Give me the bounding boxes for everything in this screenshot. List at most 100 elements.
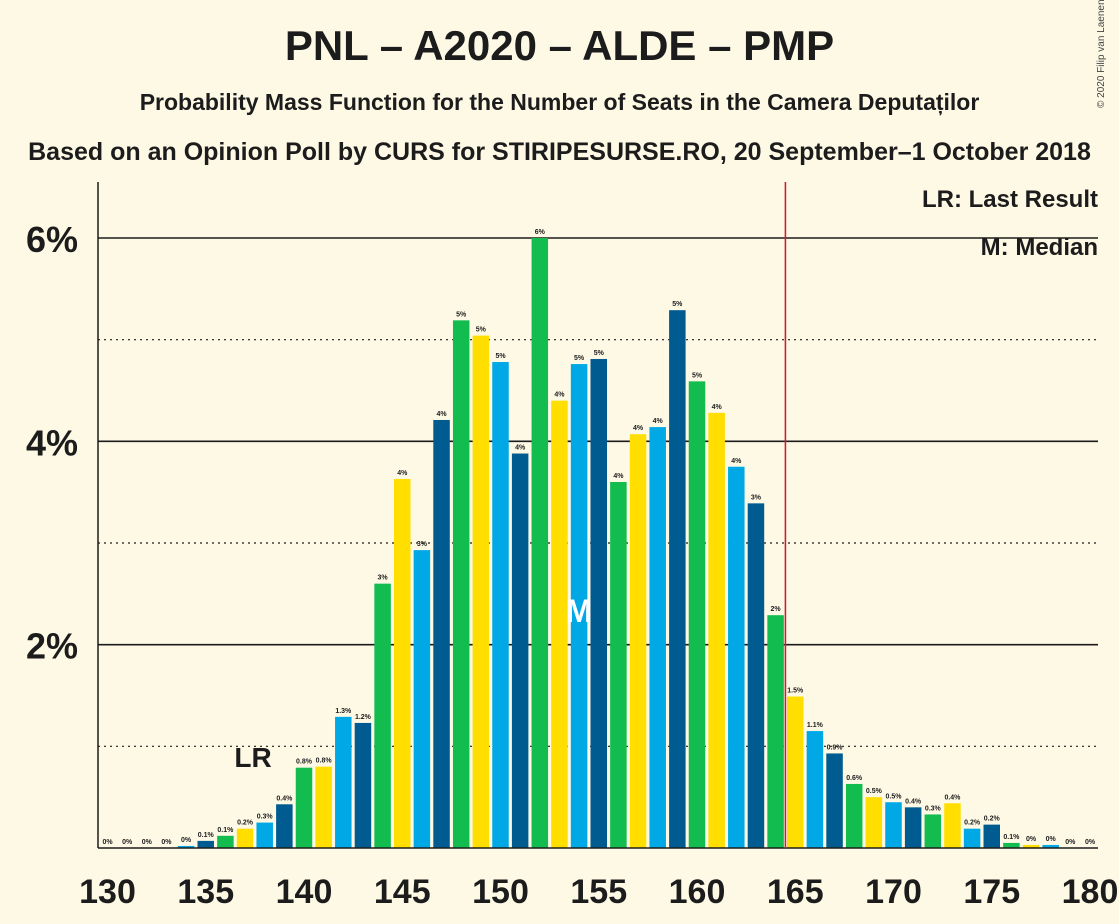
- bar-seat-143: [354, 722, 372, 848]
- bar-seat-166: [806, 731, 824, 848]
- bar-value-label: 0.4%: [905, 798, 922, 805]
- bar-seat-146: [413, 550, 431, 848]
- bar-value-label: 0.1%: [217, 827, 234, 834]
- bar-seat-177: [1022, 844, 1040, 848]
- bar-seat-153: [551, 400, 568, 848]
- bar-value-label: 0%: [142, 839, 153, 846]
- bar-value-label: 0%: [1065, 839, 1076, 846]
- bar-seat-148: [452, 320, 470, 849]
- bar-seat-176: [1003, 842, 1020, 848]
- bar-value-label: 0%: [122, 839, 133, 846]
- chart-subtitle: Probability Mass Function for the Number…: [139, 89, 980, 115]
- bar-value-label: 0%: [1085, 839, 1096, 846]
- bar-seat-154: [570, 364, 588, 848]
- bar-value-label: 4%: [554, 392, 565, 399]
- bar-seat-150: [492, 362, 509, 848]
- bar-seat-139: [276, 804, 293, 848]
- bar-seat-144: [374, 583, 391, 848]
- bar-seat-157: [629, 434, 647, 848]
- bar-seat-164: [767, 615, 784, 848]
- bar-value-label: 0.5%: [866, 788, 883, 795]
- bar-value-label: 1.3%: [335, 708, 352, 715]
- bar-seat-152: [531, 238, 549, 848]
- bar-value-label: 2%: [771, 606, 782, 613]
- median-marker: M: [566, 593, 593, 629]
- x-tick-label: 165: [767, 873, 824, 911]
- x-tick-label: 130: [79, 873, 136, 911]
- bar-value-label: 3%: [417, 541, 428, 548]
- bar-seat-158: [649, 427, 666, 848]
- x-tick-label: 180: [1062, 873, 1119, 911]
- bar-value-label: 5%: [594, 350, 605, 357]
- x-tick-label: 160: [669, 873, 726, 911]
- bar-seat-163: [747, 503, 765, 848]
- bar-seat-167: [826, 753, 843, 848]
- bar-value-label: 4%: [515, 445, 526, 452]
- bar-value-label: 3%: [378, 575, 389, 582]
- bar-value-label: 4%: [712, 404, 723, 411]
- bar-value-label: 0.1%: [198, 832, 215, 839]
- bar-value-label: 4%: [436, 411, 447, 418]
- bar-seat-135: [197, 840, 214, 848]
- bar-seat-149: [472, 335, 490, 849]
- bar-value-label: 4%: [397, 470, 408, 477]
- y-tick-label: 6%: [26, 219, 78, 260]
- bar-value-label: 5%: [456, 311, 467, 318]
- x-tick-label: 140: [276, 873, 333, 911]
- bar-value-label: 0.1%: [1003, 834, 1020, 841]
- bar-seat-134: [177, 845, 195, 848]
- bar-value-label: 0.4%: [276, 795, 293, 802]
- bar-seat-170: [885, 802, 902, 848]
- bar-seat-142: [335, 716, 352, 848]
- bar-seat-161: [708, 412, 725, 848]
- x-tick-label: 155: [570, 873, 627, 911]
- x-tick-label: 150: [472, 873, 529, 911]
- chart-source: Based on an Opinion Poll by CURS for STI…: [28, 138, 1091, 166]
- bar-value-label: 0.8%: [316, 758, 333, 765]
- bar-value-label: 5%: [476, 327, 487, 334]
- bar-seat-173: [944, 803, 961, 848]
- x-tick-label: 170: [865, 873, 922, 911]
- last-result-marker: LR: [234, 742, 271, 773]
- bar-seat-155: [590, 358, 607, 848]
- x-tick-label: 175: [963, 873, 1020, 911]
- bar-value-label: 0%: [181, 837, 192, 844]
- bar-seat-156: [610, 482, 627, 848]
- bar-seat-162: [728, 466, 745, 848]
- bar-value-label: 0.8%: [296, 759, 313, 766]
- bar-value-label: 5%: [574, 355, 585, 362]
- bar-value-label: 4%: [633, 425, 644, 432]
- bar-seat-171: [904, 807, 922, 848]
- bar-seat-145: [394, 478, 411, 848]
- bar-value-label: 6%: [535, 229, 546, 236]
- x-tick-label: 145: [374, 873, 431, 911]
- bar-seat-141: [315, 766, 332, 848]
- bar-seat-178: [1042, 844, 1059, 848]
- bar-value-label: 1.5%: [787, 688, 804, 695]
- x-tick-label: 135: [177, 873, 234, 911]
- bar-seat-136: [217, 835, 234, 848]
- y-tick-label: 4%: [26, 422, 78, 463]
- bar-value-label: 0%: [102, 839, 113, 846]
- bar-value-label: 0.2%: [964, 820, 981, 827]
- bar-seat-147: [433, 419, 450, 848]
- bar-value-label: 5%: [692, 372, 703, 379]
- bar-value-label: 1.1%: [807, 722, 824, 729]
- y-tick-label: 2%: [26, 626, 78, 667]
- bar-value-label: 5%: [495, 353, 506, 360]
- bar-value-label: 4%: [653, 418, 664, 425]
- bar-value-label: 0.9%: [827, 744, 844, 751]
- bar-seat-138: [256, 822, 273, 848]
- bar-value-label: 5%: [672, 301, 683, 308]
- bar-seat-159: [669, 310, 686, 848]
- bar-seat-165: [787, 696, 804, 848]
- bar-seat-168: [845, 783, 863, 848]
- chart-title: PNL – A2020 – ALDE – PMP: [284, 22, 835, 69]
- bar-seat-137: [236, 828, 254, 848]
- bar-seat-172: [924, 814, 942, 848]
- bar-value-label: 0%: [161, 839, 172, 846]
- bar-value-label: 0.2%: [237, 820, 254, 827]
- bar-value-label: 4%: [613, 473, 624, 480]
- bar-value-label: 0%: [1026, 836, 1037, 843]
